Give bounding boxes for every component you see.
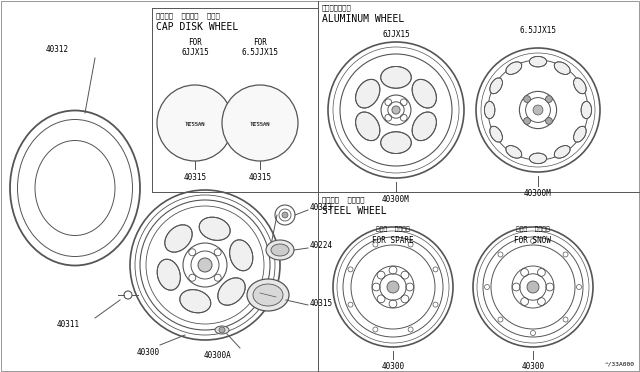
Text: NISSAN: NISSAN bbox=[185, 122, 205, 126]
Ellipse shape bbox=[271, 244, 289, 256]
Circle shape bbox=[533, 105, 543, 115]
Ellipse shape bbox=[490, 126, 502, 142]
Ellipse shape bbox=[412, 112, 436, 141]
Text: 40300: 40300 bbox=[522, 362, 545, 371]
Text: アルミホイール: アルミホイール bbox=[322, 4, 352, 11]
Circle shape bbox=[545, 118, 552, 124]
Ellipse shape bbox=[529, 153, 547, 164]
Bar bbox=[177, 118, 213, 128]
Circle shape bbox=[524, 118, 531, 124]
Text: ディスク  ホイール  キャプ: ディスク ホイール キャプ bbox=[156, 12, 220, 19]
Ellipse shape bbox=[506, 62, 522, 74]
Ellipse shape bbox=[529, 57, 547, 67]
Ellipse shape bbox=[381, 67, 412, 88]
Text: 6JJX15: 6JJX15 bbox=[181, 48, 209, 57]
Text: 40315: 40315 bbox=[310, 298, 333, 308]
Circle shape bbox=[387, 281, 399, 293]
Ellipse shape bbox=[247, 279, 289, 311]
Circle shape bbox=[282, 212, 288, 218]
Ellipse shape bbox=[266, 240, 294, 260]
Text: ALUMINUM WHEEL: ALUMINUM WHEEL bbox=[322, 14, 404, 24]
Text: 6JJX15: 6JJX15 bbox=[382, 30, 410, 39]
Text: 40343: 40343 bbox=[310, 203, 333, 212]
Text: CAP DISK WHEEL: CAP DISK WHEEL bbox=[156, 22, 238, 32]
Text: FOR SPARE: FOR SPARE bbox=[372, 236, 414, 245]
Bar bbox=[242, 118, 278, 128]
Text: ^/33A000: ^/33A000 bbox=[605, 362, 635, 367]
Ellipse shape bbox=[506, 145, 522, 158]
Circle shape bbox=[524, 96, 531, 102]
Text: STEEL WHEEL: STEEL WHEEL bbox=[322, 206, 387, 216]
Text: NISSAN: NISSAN bbox=[250, 122, 269, 126]
Circle shape bbox=[527, 281, 539, 293]
Ellipse shape bbox=[215, 326, 229, 334]
Text: 40224: 40224 bbox=[310, 241, 333, 250]
Ellipse shape bbox=[356, 112, 380, 141]
Text: 40315: 40315 bbox=[248, 173, 271, 182]
Ellipse shape bbox=[381, 132, 412, 154]
Text: 40300M: 40300M bbox=[382, 195, 410, 204]
Text: 40300: 40300 bbox=[381, 362, 404, 371]
Ellipse shape bbox=[218, 278, 245, 305]
Ellipse shape bbox=[554, 62, 570, 74]
Text: 40315: 40315 bbox=[184, 173, 207, 182]
Ellipse shape bbox=[490, 78, 502, 94]
Text: スペア  タイヤ用: スペア タイヤ用 bbox=[376, 226, 410, 232]
Ellipse shape bbox=[230, 240, 253, 271]
Ellipse shape bbox=[157, 259, 180, 290]
Circle shape bbox=[222, 85, 298, 161]
Ellipse shape bbox=[573, 78, 586, 94]
Ellipse shape bbox=[253, 284, 283, 306]
Text: スノー  タイヤ用: スノー タイヤ用 bbox=[516, 226, 550, 232]
Ellipse shape bbox=[412, 79, 436, 108]
Text: FOR SNOW: FOR SNOW bbox=[515, 236, 552, 245]
Text: 40311: 40311 bbox=[56, 320, 79, 329]
Text: FOR: FOR bbox=[253, 38, 267, 47]
Circle shape bbox=[198, 258, 212, 272]
Text: 40300M: 40300M bbox=[524, 189, 552, 198]
Text: 6.5JJX15: 6.5JJX15 bbox=[241, 48, 278, 57]
Ellipse shape bbox=[581, 101, 591, 119]
Ellipse shape bbox=[484, 101, 495, 119]
Circle shape bbox=[545, 96, 552, 102]
Ellipse shape bbox=[164, 225, 192, 252]
Circle shape bbox=[392, 106, 400, 114]
Ellipse shape bbox=[554, 145, 570, 158]
Circle shape bbox=[157, 85, 233, 161]
Ellipse shape bbox=[356, 79, 380, 108]
Ellipse shape bbox=[180, 290, 211, 313]
Text: 40312: 40312 bbox=[45, 45, 68, 54]
Ellipse shape bbox=[573, 126, 586, 142]
Text: 6.5JJX15: 6.5JJX15 bbox=[520, 26, 557, 35]
Text: 40300A: 40300A bbox=[204, 351, 232, 360]
Ellipse shape bbox=[199, 217, 230, 240]
Text: FOR: FOR bbox=[188, 38, 202, 47]
Text: 40300: 40300 bbox=[136, 348, 159, 357]
Text: スチール  ホイール: スチール ホイール bbox=[322, 196, 365, 203]
Circle shape bbox=[219, 327, 225, 333]
